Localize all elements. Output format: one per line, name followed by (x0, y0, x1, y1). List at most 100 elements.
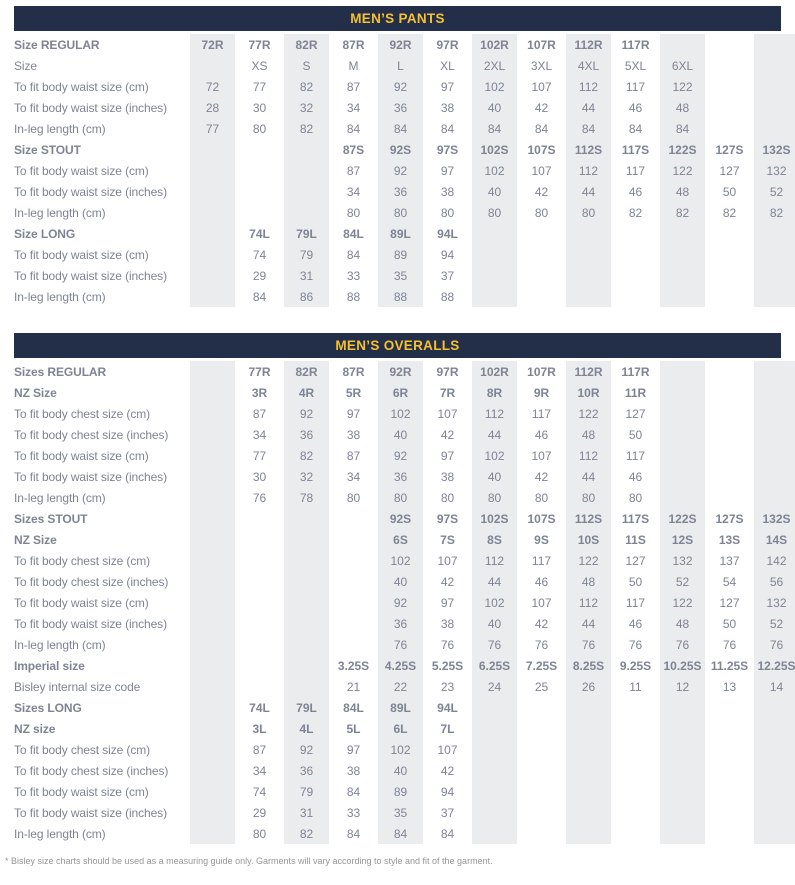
size-cell (235, 592, 284, 613)
size-cell: 132S (752, 508, 795, 529)
size-cell: 82 (752, 202, 795, 223)
table-row: To fit body waist size (inches) 36 38 40 42 4… (14, 613, 795, 634)
size-cell: 38 (423, 613, 472, 634)
size-cell: 84 (470, 118, 519, 139)
size-cell (282, 202, 331, 223)
table-row: To fit body waist size (inches) 30 32 34 36 3… (14, 466, 795, 487)
size-cell (658, 361, 707, 382)
size-cell: 42 (517, 466, 566, 487)
size-cell: 76 (658, 634, 707, 655)
mens-overalls-header-bar: MEN’S OVERALLS (14, 333, 781, 358)
size-cell: 4.25S (376, 655, 425, 676)
size-cell: 107 (517, 445, 566, 466)
size-cell: 94 (423, 781, 472, 802)
size-cell: 22 (376, 676, 425, 697)
size-cell (188, 634, 237, 655)
size-cell (517, 286, 566, 307)
size-cell (658, 445, 707, 466)
size-cell (705, 445, 754, 466)
size-cell: 84 (376, 118, 425, 139)
table-row: NZ size 3L 4L 5L 6L 7L (14, 718, 795, 739)
size-cell: 92 (376, 160, 425, 181)
size-cell (470, 760, 519, 781)
size-cell (705, 739, 754, 760)
size-cell: 88 (376, 286, 425, 307)
size-cell (188, 781, 237, 802)
size-cell: 92 (376, 76, 425, 97)
size-cell: 89L (376, 223, 425, 244)
size-cell: 107 (517, 592, 566, 613)
table-row: Sizes LONG 74L 79L 84L 89L 94L (14, 697, 795, 718)
table-row: In-leg length (cm) 80 82 84 84 84 (14, 823, 795, 844)
size-cell (329, 529, 378, 550)
size-cell: 102S (470, 139, 519, 160)
size-cell (470, 286, 519, 307)
size-cell: 102 (470, 76, 519, 97)
size-cell: 117 (611, 592, 660, 613)
size-cell (611, 760, 660, 781)
size-cell: 44 (470, 571, 519, 592)
size-cell (517, 781, 566, 802)
size-cell (611, 286, 660, 307)
size-cell (470, 697, 519, 718)
size-cell: 5.25S (423, 655, 472, 676)
size-cell (188, 55, 237, 76)
row-label: Imperial size (14, 658, 85, 673)
size-cell (705, 76, 754, 97)
size-cell: 82 (282, 823, 331, 844)
row-label: To fit body chest size (inches) (14, 763, 169, 778)
size-cell: 11 (611, 676, 660, 697)
size-cell: 117R (611, 34, 660, 55)
size-cell: 142 (752, 550, 795, 571)
size-cell: 37 (423, 265, 472, 286)
size-cell: 31 (282, 265, 331, 286)
size-cell: 112 (564, 592, 613, 613)
size-cell: 42 (517, 181, 566, 202)
size-cell: 10.25S (658, 655, 707, 676)
size-cell (752, 466, 795, 487)
size-cell: 112 (470, 550, 519, 571)
size-cell (658, 403, 707, 424)
size-cell (470, 244, 519, 265)
size-cell (705, 244, 754, 265)
size-cell: 84 (611, 118, 660, 139)
size-cell: 107 (423, 403, 472, 424)
size-cell (235, 550, 284, 571)
size-cell: 92S (376, 508, 425, 529)
size-cell: 77 (235, 76, 284, 97)
row-label: Sizes STOUT (14, 511, 88, 526)
size-cell: 80 (564, 487, 613, 508)
size-cell: 80 (329, 487, 378, 508)
size-cell: 6L (376, 718, 425, 739)
size-cell: 82 (705, 202, 754, 223)
size-cell: 28 (188, 97, 237, 118)
size-cell: 40 (376, 760, 425, 781)
size-cell: 80 (376, 487, 425, 508)
table-row: In-leg length (cm) 77 80 82 84 84 84 84 84 84 84 84 (14, 118, 795, 139)
size-cell (564, 265, 613, 286)
size-cell: 80 (470, 202, 519, 223)
table-row: In-leg length (cm) 76 78 80 80 80 80 80 80 80 (14, 487, 795, 508)
size-cell: 36 (282, 424, 331, 445)
size-cell (329, 508, 378, 529)
size-cell (188, 802, 237, 823)
row-label: To fit body waist size (inches) (14, 184, 167, 199)
size-cell: 7L (423, 718, 472, 739)
size-cell (470, 265, 519, 286)
size-cell: 82 (282, 445, 331, 466)
size-cell (235, 139, 284, 160)
size-cell: 92 (376, 592, 425, 613)
size-cell (188, 550, 237, 571)
size-cell: 44 (564, 181, 613, 202)
size-cell: 34 (235, 760, 284, 781)
size-cell: 117S (611, 139, 660, 160)
size-cell: 76 (752, 634, 795, 655)
size-cell (517, 223, 566, 244)
size-cell (188, 613, 237, 634)
table-row: Sizes STOUT 92S 97S 102S 107S 112S 117S 122S 127… (14, 508, 795, 529)
size-cell: 87 (329, 76, 378, 97)
size-cell (658, 718, 707, 739)
table-row: To fit body waist size (cm) 72 77 82 87 92 97 1… (14, 76, 795, 97)
size-cell (658, 466, 707, 487)
mens-overalls-size-table: Sizes REGULAR 77R 82R 87R 92R 97R 102R 107R 112R… (14, 361, 795, 844)
